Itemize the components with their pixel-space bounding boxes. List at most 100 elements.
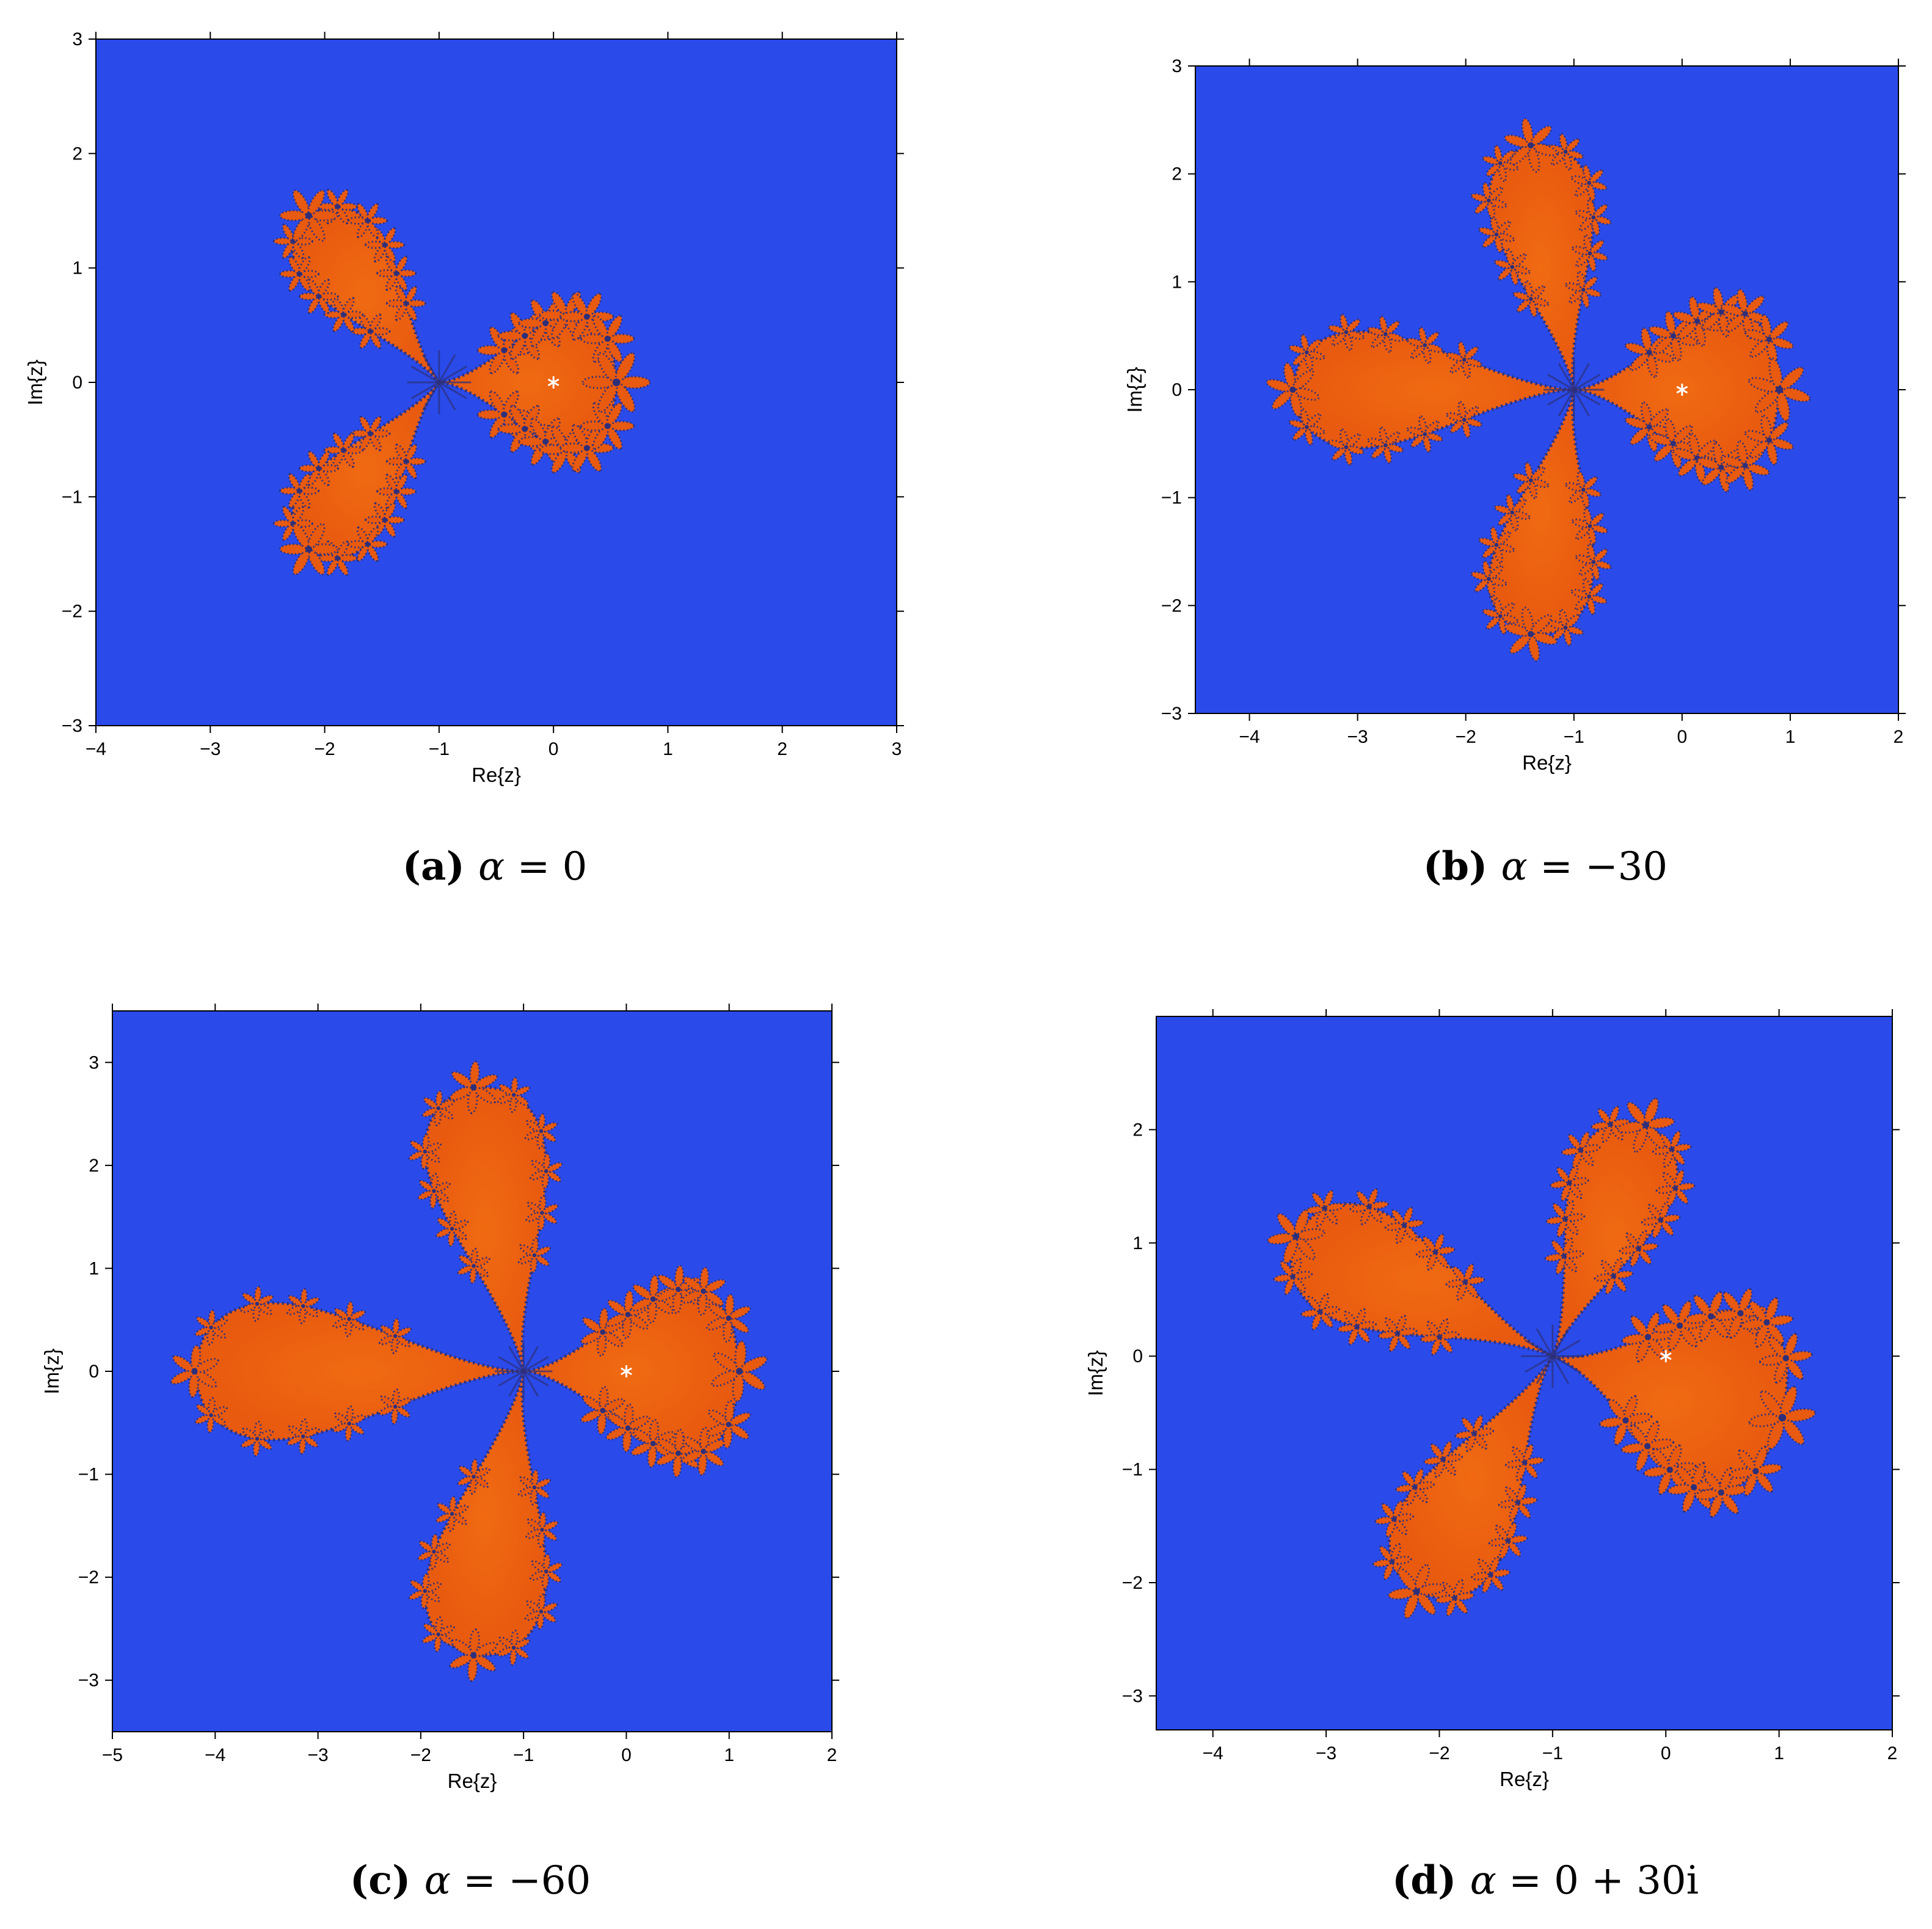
- julia-floret: [170, 1344, 219, 1398]
- y-tick-label: 0: [1172, 380, 1182, 400]
- x-axis-label: Re{z}: [1500, 1768, 1549, 1790]
- subfigure-caption: (b) α = −30: [1423, 844, 1668, 889]
- julia-floret: [1367, 315, 1404, 353]
- basin-of-attraction: [170, 1060, 768, 1682]
- basin-of-attraction: [272, 189, 651, 576]
- caption-value: = 0 + 30i: [1496, 1858, 1699, 1903]
- x-tick-label: −3: [307, 1745, 328, 1765]
- main-basin-lobe: [437, 313, 618, 452]
- julia-floret: [1406, 326, 1443, 364]
- y-tick-label: 2: [72, 144, 82, 164]
- julia-floret: [1744, 415, 1795, 465]
- plot-frame: [1156, 1016, 1893, 1730]
- x-tick-label: −4: [205, 1745, 225, 1765]
- julia-floret: [1384, 1206, 1424, 1244]
- x-tick-label: −5: [102, 1745, 123, 1765]
- caption-tag: (b): [1423, 844, 1501, 889]
- basin-lobe: [291, 381, 441, 560]
- y-tick-label: −2: [62, 602, 82, 622]
- julia-floret: [1471, 1556, 1511, 1594]
- julia-floret: [1327, 313, 1365, 351]
- julia-floret: [1570, 578, 1608, 616]
- x-tick-label: 2: [777, 739, 787, 759]
- julia-floret: [706, 1399, 751, 1449]
- x-tick-label: −3: [200, 739, 221, 759]
- julia-floret: [1266, 362, 1320, 418]
- x-tick-label: −1: [513, 1745, 534, 1765]
- julia-floret: [1288, 334, 1325, 371]
- julia-floret: [680, 1266, 726, 1316]
- julia-floret: [1367, 426, 1404, 464]
- basin-lobe: [1289, 1202, 1555, 1358]
- y-tick-label: 3: [72, 29, 82, 49]
- caption-tag: (c): [350, 1858, 425, 1903]
- julia-floret: [1387, 1564, 1446, 1619]
- y-axis-label: Im{z}: [1123, 366, 1146, 412]
- basin-lobe: [291, 205, 441, 384]
- y-tick-label: −1: [78, 1465, 99, 1485]
- y-tick-label: −2: [78, 1567, 99, 1588]
- y-axis-label: Im{z}: [40, 1348, 63, 1394]
- x-tick-label: −1: [1542, 1743, 1563, 1763]
- julia-floret: [560, 293, 614, 341]
- y-tick-label: 2: [89, 1156, 99, 1176]
- julia-floret: [1550, 1164, 1589, 1202]
- julia-floret: [457, 1247, 490, 1285]
- julia-floret: [323, 432, 364, 468]
- julia-floret: [1759, 1332, 1813, 1384]
- julia-floret: [449, 1628, 498, 1682]
- y-tick-label: −3: [62, 716, 82, 736]
- julia-floret: [706, 1293, 751, 1343]
- x-axis-label: Re{z}: [472, 764, 521, 786]
- basin-lobe: [1387, 1354, 1555, 1601]
- y-tick-label: 1: [1172, 272, 1182, 292]
- julia-floret: [1406, 415, 1443, 453]
- julia-floret: [605, 1289, 651, 1340]
- subfigure-caption: (a) α = 0: [403, 844, 588, 889]
- x-tick-label: −2: [314, 739, 335, 759]
- y-tick-label: 0: [1132, 1346, 1143, 1366]
- julia-floret: [1748, 1385, 1817, 1450]
- julia-floret: [279, 523, 339, 575]
- x-tick-label: 2: [827, 1745, 837, 1765]
- y-axis-label: Im{z}: [1084, 1350, 1107, 1396]
- julia-floret: [581, 352, 651, 413]
- x-tick-label: 2: [1887, 1743, 1898, 1763]
- julia-floret: [529, 1553, 563, 1590]
- julia-floret: [497, 1629, 531, 1666]
- julia-floret: [580, 402, 635, 450]
- julia-floret: [1395, 1468, 1435, 1506]
- julia-floret: [1565, 471, 1602, 509]
- julia-floret: [1565, 271, 1602, 308]
- julia-floret: [1655, 1169, 1696, 1207]
- julia-floret: [194, 1309, 228, 1346]
- y-tick-label: 2: [1132, 1120, 1143, 1140]
- julia-floret: [1512, 461, 1550, 500]
- julia-floret: [298, 279, 339, 315]
- julia-floret: [1488, 1522, 1528, 1560]
- caption-symbol: α: [425, 1858, 451, 1903]
- julia-floret: [194, 1397, 228, 1434]
- julia-floret: [1545, 1200, 1586, 1238]
- y-tick-label: 1: [72, 258, 82, 279]
- x-tick-label: −4: [1239, 727, 1259, 747]
- julia-floret: [517, 1237, 552, 1274]
- x-tick-label: 0: [1661, 1743, 1671, 1763]
- fixed-point-marker: [547, 376, 560, 388]
- y-tick-label: 1: [1132, 1233, 1143, 1253]
- julia-floret: [365, 227, 405, 263]
- basin-lobe: [423, 1085, 548, 1373]
- y-tick-label: −1: [1122, 1460, 1143, 1480]
- y-tick-label: 2: [1172, 164, 1182, 184]
- julia-floret: [286, 1418, 320, 1455]
- julia-floret: [376, 255, 417, 291]
- x-tick-label: 1: [663, 739, 673, 759]
- julia-floret: [1273, 1258, 1313, 1296]
- julia-floret: [240, 1285, 274, 1322]
- y-tick-label: −3: [1122, 1686, 1143, 1706]
- julia-floret: [1423, 1440, 1464, 1478]
- x-tick-label: 1: [724, 1745, 734, 1765]
- julia-floret: [1561, 1131, 1601, 1169]
